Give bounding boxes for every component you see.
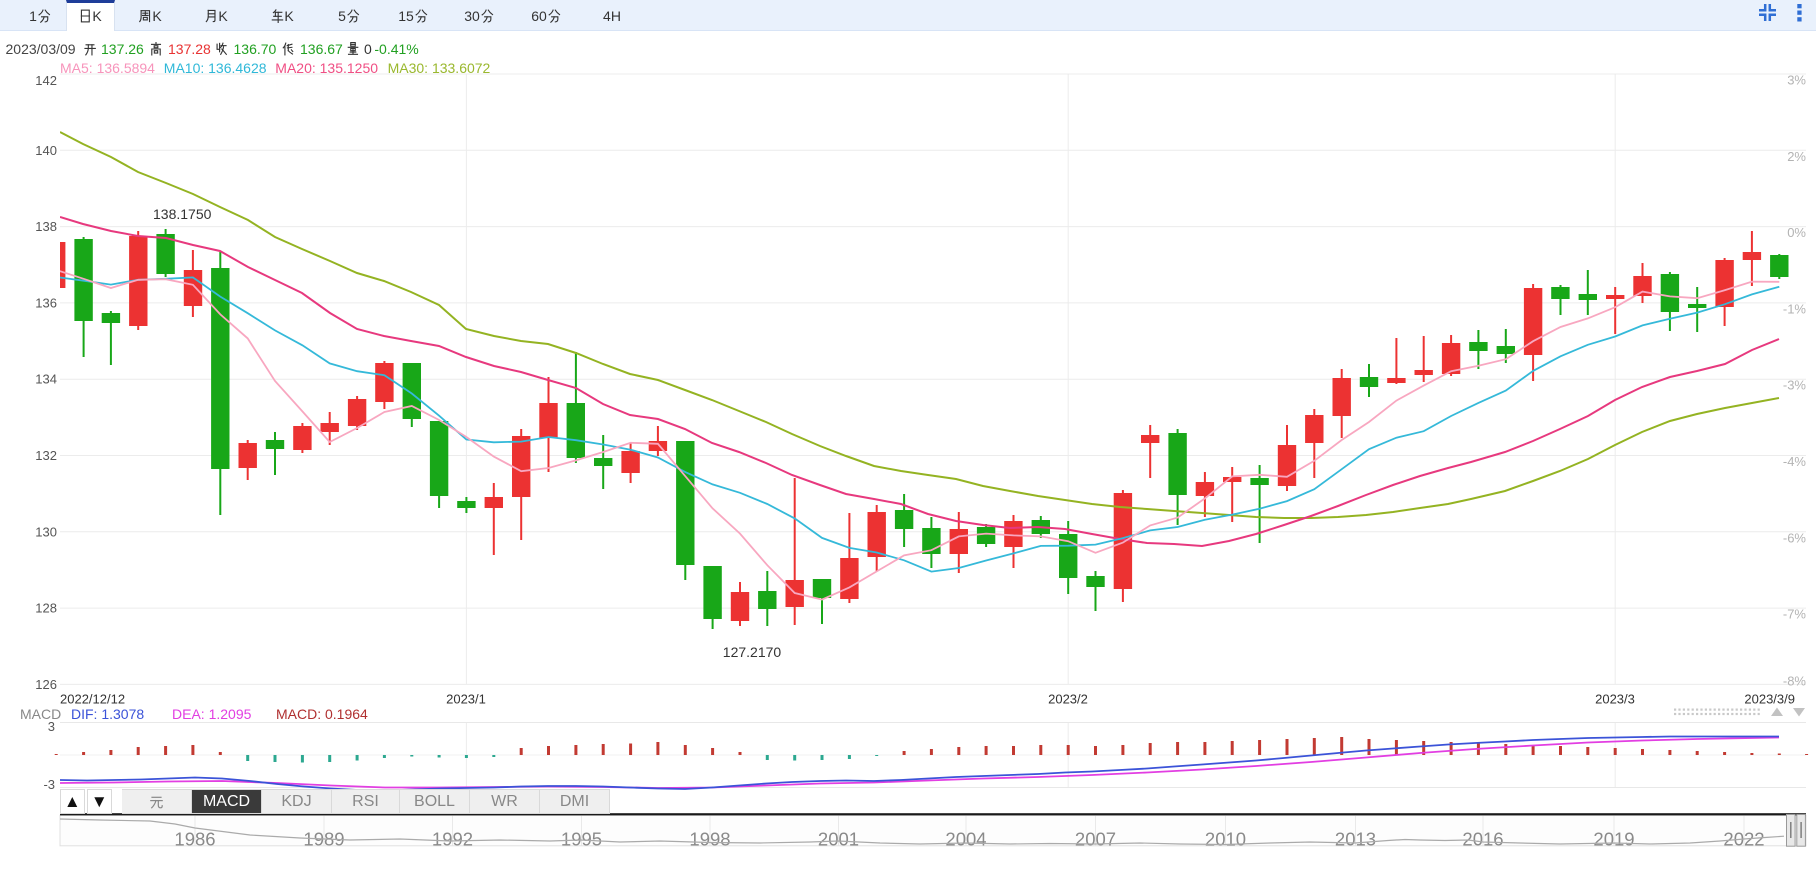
svg-text:2019: 2019 <box>1593 829 1634 850</box>
svg-text:MACD: MACD <box>20 706 61 722</box>
svg-text:2007: 2007 <box>1075 829 1116 850</box>
svg-text:2001: 2001 <box>818 829 859 850</box>
svg-text:126: 126 <box>35 677 57 692</box>
svg-text:2023/3: 2023/3 <box>1595 692 1635 707</box>
svg-text:2023/2: 2023/2 <box>1048 692 1088 707</box>
svg-text:-3: -3 <box>43 777 55 792</box>
svg-text:2022/12/12: 2022/12/12 <box>60 692 125 707</box>
svg-text:3: 3 <box>48 719 55 734</box>
svg-text:-6%: -6% <box>1783 530 1807 545</box>
svg-text:1986: 1986 <box>174 829 215 850</box>
svg-text:-7%: -7% <box>1783 607 1807 622</box>
svg-text:-1%: -1% <box>1783 301 1807 316</box>
svg-text:1992: 1992 <box>432 829 473 850</box>
svg-text:127.2170: 127.2170 <box>723 644 782 660</box>
svg-text:132: 132 <box>35 448 57 463</box>
svg-text:140: 140 <box>35 143 57 158</box>
svg-text:130: 130 <box>35 524 57 539</box>
svg-text:DIF: 1.3078: DIF: 1.3078 <box>71 706 144 722</box>
svg-text:-4%: -4% <box>1783 454 1807 469</box>
svg-text:-3%: -3% <box>1783 378 1807 393</box>
svg-text:1998: 1998 <box>689 829 730 850</box>
svg-text:2%: 2% <box>1787 149 1806 164</box>
svg-text:DEA: 1.2095: DEA: 1.2095 <box>172 706 252 722</box>
svg-text:MACD: 0.1964: MACD: 0.1964 <box>276 706 368 722</box>
svg-text:3%: 3% <box>1787 73 1806 88</box>
svg-text:1995: 1995 <box>561 829 602 850</box>
svg-text:2023/1: 2023/1 <box>446 692 486 707</box>
svg-text:-8%: -8% <box>1783 674 1807 689</box>
svg-text:2010: 2010 <box>1205 829 1246 850</box>
svg-text:128: 128 <box>35 601 57 616</box>
svg-text:138.1750: 138.1750 <box>153 206 212 222</box>
svg-text:2016: 2016 <box>1462 829 1503 850</box>
svg-text:138: 138 <box>35 219 57 234</box>
svg-text:2004: 2004 <box>945 829 986 850</box>
svg-text:134: 134 <box>35 372 57 387</box>
svg-text:142: 142 <box>35 73 57 88</box>
svg-text:136: 136 <box>35 295 57 310</box>
svg-text:0%: 0% <box>1787 225 1806 240</box>
svg-text:2013: 2013 <box>1335 829 1376 850</box>
svg-text:2023/3/9: 2023/3/9 <box>1744 692 1795 707</box>
